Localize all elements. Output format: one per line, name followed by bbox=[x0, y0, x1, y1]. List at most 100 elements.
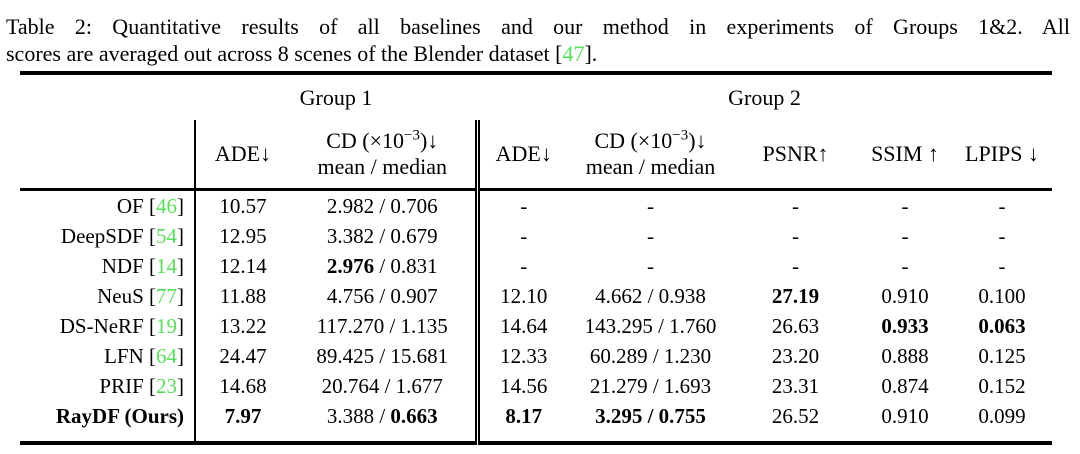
group1-header: Group 1 bbox=[299, 84, 373, 110]
value-cell: - bbox=[647, 254, 654, 278]
value-cell: 23.20 bbox=[771, 344, 820, 368]
value-cell: 12.10 bbox=[474, 281, 568, 311]
caption-line2-text: scores are averaged out across 8 scenes … bbox=[6, 41, 563, 66]
column-header-row: ADE↓ CD (×10−3)↓ mean / median ADE↓ CD (… bbox=[20, 120, 1053, 191]
value-cell: 14.56 bbox=[474, 371, 568, 401]
value-cell: 24.47 bbox=[194, 341, 290, 371]
cd-header-line1: CD (×10−3)↓ bbox=[326, 127, 439, 154]
value-cell: 143.295 / 1.760 bbox=[584, 314, 717, 338]
value-cell: - bbox=[474, 189, 568, 221]
value-cell: 23.31 bbox=[771, 374, 820, 398]
value-cell: 27.19 bbox=[771, 284, 820, 308]
table-row: PRIF [23] 14.68 20.764 / 1.677 14.56 21.279 … bbox=[20, 371, 1052, 401]
table-row: OF [46] 10.57 2.982 / 0.706 - - - - - bbox=[20, 189, 1052, 221]
method-label: NeuS [77] bbox=[97, 284, 184, 308]
table-row: DeepSDF [54] 12.95 3.382 / 0.679 - - - - - bbox=[20, 221, 1052, 251]
value-cell: - bbox=[647, 224, 654, 248]
value-cell: - bbox=[901, 224, 909, 248]
value-cell: 12.33 bbox=[474, 341, 568, 371]
method-label: NDF [14] bbox=[101, 254, 184, 278]
column-header-psnr: PSNR↑ bbox=[733, 120, 858, 191]
value-cell: 12.14 bbox=[194, 251, 290, 281]
value-cell: 0.152 bbox=[978, 374, 1026, 398]
cd-header-line1: CD (×10−3)↓ bbox=[594, 127, 707, 154]
value-cell: 0.099 bbox=[978, 404, 1026, 428]
value-cell: 0.910 bbox=[881, 404, 929, 428]
citation-link[interactable]: 64 bbox=[156, 344, 177, 368]
value-cell: 0.888 bbox=[881, 344, 929, 368]
citation-link[interactable]: 47 bbox=[562, 41, 585, 66]
value-cell: 26.63 bbox=[771, 314, 820, 338]
value-cell: - bbox=[792, 254, 799, 278]
column-header-cd-group1: CD (×10−3)↓ mean / median bbox=[290, 120, 477, 191]
value-cell: 10.57 bbox=[194, 189, 290, 221]
value-cell: 89.425 / 15.681 bbox=[316, 344, 449, 368]
citation-link[interactable]: 14 bbox=[156, 254, 177, 278]
column-header-cd-group2: CD (×10−3)↓ mean / median bbox=[568, 120, 733, 191]
value-cell: 8.17 bbox=[474, 401, 568, 443]
value-cell: 7.97 bbox=[194, 401, 290, 443]
value-cell: 0.100 bbox=[978, 284, 1026, 308]
caption-line1: Table 2: Quantitative results of all bas… bbox=[6, 14, 1070, 39]
value-cell: - bbox=[998, 254, 1006, 278]
citation-link[interactable]: 54 bbox=[156, 224, 177, 248]
cd-header-line2: mean / median bbox=[585, 154, 716, 179]
value-cell: - bbox=[792, 224, 799, 248]
value-cell: 0.125 bbox=[978, 344, 1026, 368]
value-cell: - bbox=[647, 194, 654, 218]
table-row: RayDF (Ours) 7.97 3.388 / 0.663 8.17 3.295 /… bbox=[20, 401, 1052, 443]
value-cell: - bbox=[901, 254, 909, 278]
value-cell: 60.289 / 1.230 bbox=[589, 344, 712, 368]
method-label: DS-NeRF [19] bbox=[59, 314, 184, 338]
value-cell: - bbox=[474, 221, 568, 251]
paper-page: Table 2: Quantitative results of all bas… bbox=[0, 13, 1080, 454]
value-cell: 11.88 bbox=[194, 281, 290, 311]
column-header-ssim: SSIM ↑ bbox=[858, 120, 952, 191]
group-header-row: Group 1 Group 2 bbox=[20, 73, 1052, 120]
citation-link[interactable]: 46 bbox=[156, 194, 177, 218]
caption-line2: scores are averaged out across 8 scenes … bbox=[6, 40, 1070, 67]
value-cell: 0.063 bbox=[978, 314, 1026, 338]
table-body: OF [46] 10.57 2.982 / 0.706- - - - - DeepSDF [5… bbox=[20, 189, 1052, 443]
column-header-lpips: LPIPS ↓ bbox=[952, 120, 1053, 191]
value-cell: 13.22 bbox=[194, 311, 290, 341]
citation-link[interactable]: 19 bbox=[156, 314, 177, 338]
value-cell: - bbox=[474, 251, 568, 281]
value-cell: 117.270 / 1.135 bbox=[316, 314, 448, 338]
method-label: RayDF (Ours) bbox=[55, 404, 184, 428]
value-cell: 14.68 bbox=[194, 371, 290, 401]
cd-header-line2: mean / median bbox=[317, 154, 447, 179]
value-cell: - bbox=[792, 194, 799, 218]
results-table: Group 1 Group 2 ADE↓ CD (×10−3)↓ mean / … bbox=[20, 71, 1053, 445]
value-cell: - bbox=[998, 194, 1006, 218]
citation-link[interactable]: 77 bbox=[156, 284, 177, 308]
table-row: NDF [14] 12.14 2.976 / 0.831 - - - - - bbox=[20, 251, 1052, 281]
value-cell: 4.756 / 0.907 bbox=[326, 284, 438, 308]
method-column-header bbox=[20, 120, 195, 191]
column-header-ade-group2: ADE↓ bbox=[474, 120, 568, 191]
table-row: LFN [64] 24.47 89.425 / 15.681 12.33 60.289 … bbox=[20, 341, 1052, 371]
method-label: PRIF [23] bbox=[99, 374, 184, 398]
value-cell: 4.662 / 0.938 bbox=[595, 284, 706, 308]
value-cell: 0.910 bbox=[881, 284, 929, 308]
method-label: DeepSDF [54] bbox=[60, 224, 184, 248]
method-label: OF [46] bbox=[116, 194, 184, 218]
value-cell: 0.874 bbox=[881, 374, 929, 398]
value-cell: 20.764 / 1.677 bbox=[321, 374, 443, 398]
value-cell: - bbox=[998, 224, 1006, 248]
corner-cell bbox=[20, 73, 195, 120]
value-cell: 3.382 / 0.679 bbox=[326, 224, 438, 248]
value-cell: 3.388 / 0.663 bbox=[326, 404, 438, 428]
value-cell: 21.279 / 1.693 bbox=[589, 374, 712, 398]
value-cell: 3.295 / 0.755 bbox=[595, 404, 706, 428]
value-cell: 12.95 bbox=[194, 221, 290, 251]
citation-link[interactable]: 23 bbox=[156, 374, 177, 398]
table-row: DS-NeRF [19] 13.22 117.270 / 1.135 14.64 143… bbox=[20, 311, 1052, 341]
value-cell: 14.64 bbox=[474, 311, 568, 341]
method-label: LFN [64] bbox=[104, 344, 184, 368]
value-cell: 2.982 / 0.706 bbox=[326, 194, 438, 218]
caption-line2-end: ]. bbox=[584, 41, 598, 66]
table-caption: Table 2: Quantitative results of all bas… bbox=[6, 13, 1070, 67]
value-cell: 2.976 / 0.831 bbox=[326, 254, 438, 278]
value-cell: 0.933 bbox=[881, 314, 929, 338]
